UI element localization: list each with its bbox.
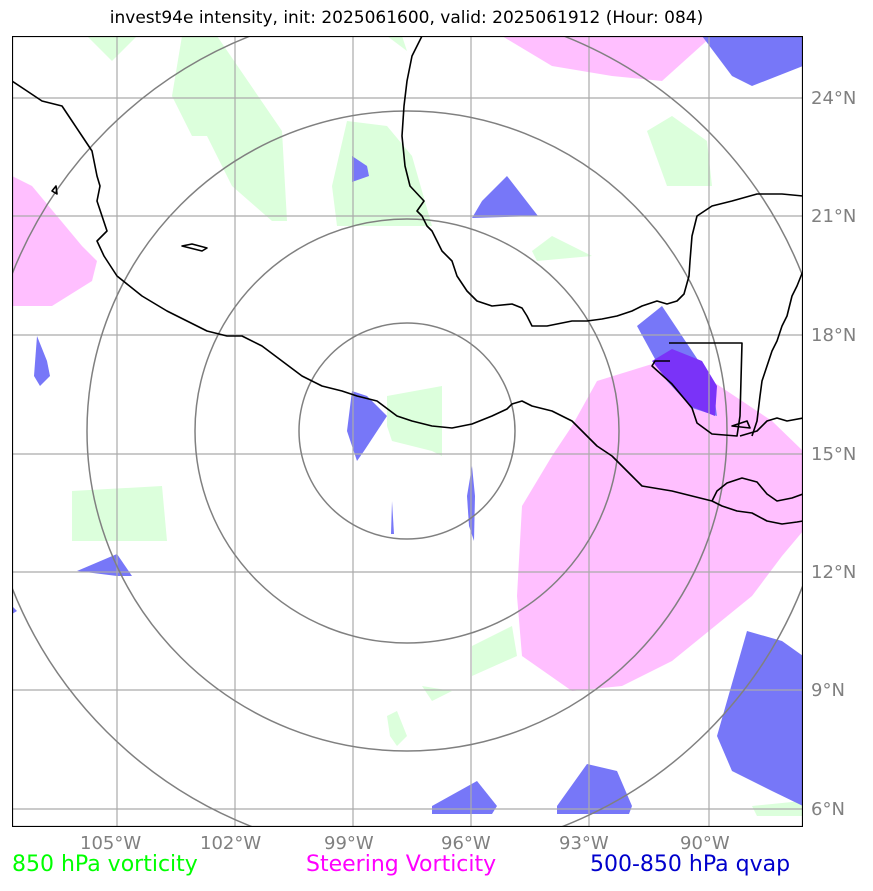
- vort850-area: [87, 36, 137, 61]
- lon-tick-label: 102°W: [200, 833, 262, 854]
- coastlines: [12, 36, 803, 525]
- qvap-area: [12, 606, 17, 614]
- pacific-coastline: [12, 80, 803, 525]
- range-rings: [12, 36, 803, 827]
- qvap-area: [347, 391, 387, 461]
- island-outline: [181, 243, 208, 252]
- guatemala-border: [651, 342, 743, 437]
- vort850-area: [387, 36, 407, 51]
- lon-tick-label: 96°W: [441, 833, 491, 854]
- vort850-area: [647, 116, 712, 186]
- lat-tick-label: 24°N: [811, 88, 857, 109]
- qvap-area: [472, 176, 538, 218]
- qvap-area: [717, 631, 803, 806]
- lat-tick-label: 21°N: [811, 206, 857, 227]
- qvap-field: [12, 36, 803, 814]
- vort850-area: [332, 121, 432, 226]
- vort850-area: [172, 36, 287, 221]
- qvap-area: [34, 336, 50, 386]
- qvap-area: [391, 501, 394, 534]
- lat-tick-label: 6°N: [811, 799, 845, 820]
- island-outline: [51, 185, 58, 195]
- legend-qvap: 500-850 hPa qvap: [590, 852, 791, 877]
- lon-tick-label: 105°W: [80, 833, 142, 854]
- lat-tick-label: 12°N: [811, 562, 857, 583]
- yucatan-coast: [751, 270, 803, 437]
- steering-area: [12, 176, 97, 306]
- lat-tick-label: 9°N: [811, 680, 845, 701]
- vort850-area: [472, 626, 517, 676]
- lon-tick-label: 93°W: [559, 833, 609, 854]
- steering-area: [502, 36, 712, 81]
- vort850-area: [387, 711, 407, 746]
- legend-steering: Steering Vorticity: [306, 852, 497, 877]
- range-ring: [298, 322, 516, 540]
- range-ring: [86, 110, 728, 752]
- island-outline: [731, 420, 751, 429]
- vort850-area: [532, 236, 592, 261]
- range-ring: [194, 218, 620, 644]
- map-canvas: [11, 35, 804, 828]
- legend-vort850: 850 hPa vorticity: [12, 852, 198, 877]
- qvap-area: [432, 781, 497, 814]
- qvap-area: [702, 36, 803, 86]
- vort850-area: [72, 486, 167, 541]
- map-border: [11, 35, 804, 828]
- qvap-area: [352, 156, 369, 182]
- vort850-field: [72, 36, 802, 816]
- map-panel: [11, 35, 804, 828]
- map-title: invest94e intensity, init: 2025061600, v…: [109, 8, 704, 28]
- lon-tick-label: 99°W: [324, 833, 374, 854]
- gulf-coastline: [401, 36, 803, 327]
- lat-tick-label: 18°N: [811, 325, 857, 346]
- lat-tick-label: 15°N: [811, 444, 857, 465]
- salvador-border: [711, 477, 803, 502]
- overlap-area: [652, 349, 717, 416]
- qvap-area: [557, 764, 632, 814]
- lon-tick-label: 90°W: [680, 833, 730, 854]
- honduras-border: [739, 417, 803, 437]
